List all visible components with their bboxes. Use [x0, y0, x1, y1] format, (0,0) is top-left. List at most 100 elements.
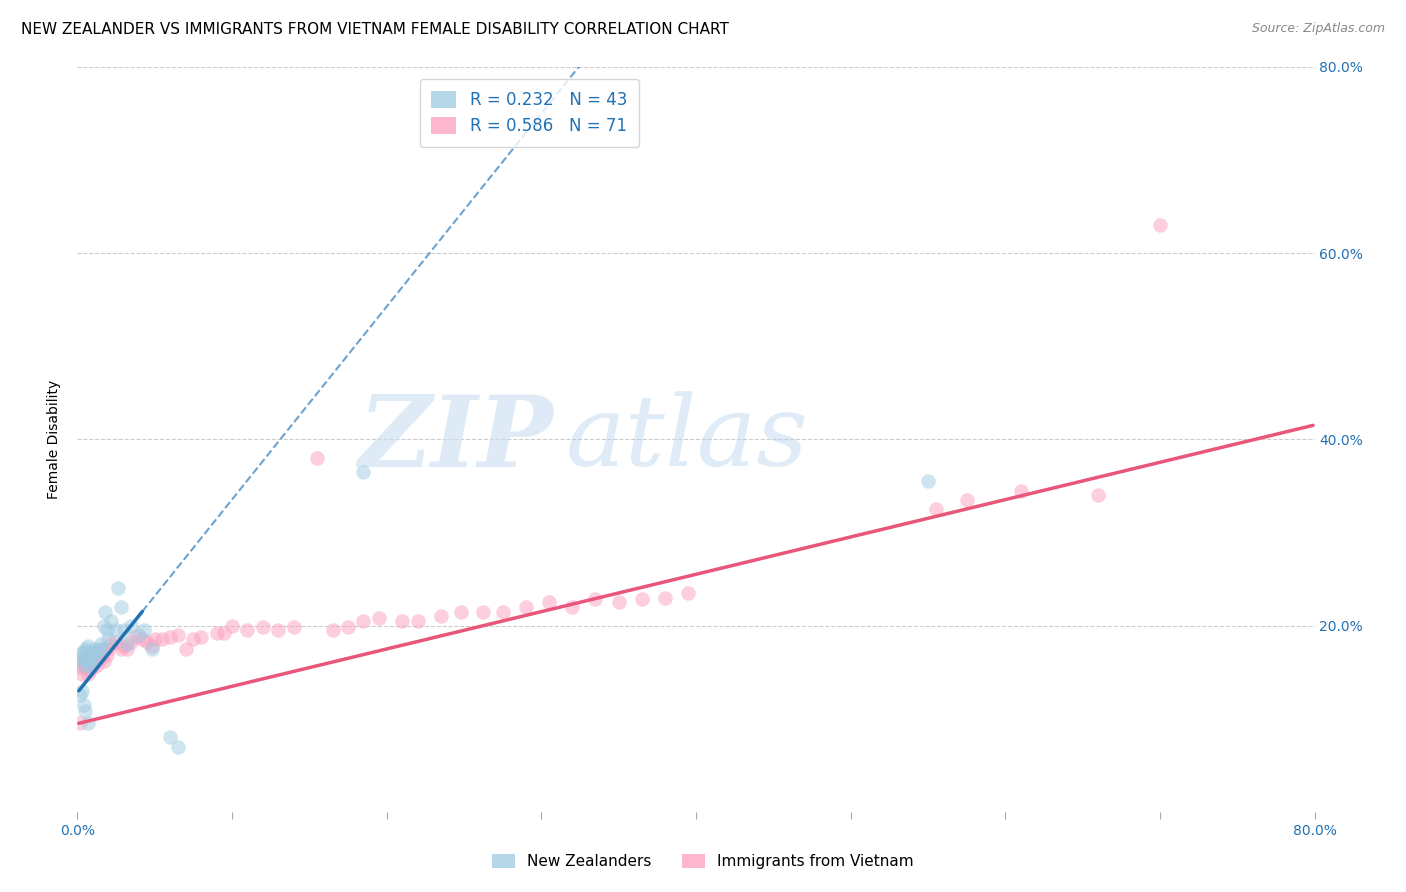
Text: NEW ZEALANDER VS IMMIGRANTS FROM VIETNAM FEMALE DISABILITY CORRELATION CHART: NEW ZEALANDER VS IMMIGRANTS FROM VIETNAM…	[21, 22, 728, 37]
Point	[368, 611, 391, 625]
Point	[236, 623, 259, 637]
Point	[72, 644, 94, 658]
Point	[1149, 218, 1171, 232]
Point	[561, 599, 583, 614]
Text: ZIP: ZIP	[359, 391, 554, 488]
Point	[205, 626, 228, 640]
Point	[214, 626, 236, 640]
Point	[352, 465, 374, 479]
Point	[917, 474, 939, 488]
Point	[80, 651, 103, 665]
Point	[79, 660, 101, 674]
Point	[538, 595, 561, 609]
Point	[90, 651, 111, 665]
Point	[69, 651, 91, 665]
Point	[86, 651, 108, 665]
Point	[93, 618, 115, 632]
Point	[70, 667, 93, 681]
Point	[72, 654, 94, 668]
Point	[190, 630, 212, 644]
Point	[1010, 483, 1032, 498]
Point	[143, 632, 166, 647]
Point	[167, 628, 190, 642]
Point	[77, 716, 100, 731]
Point	[70, 683, 93, 698]
Point	[84, 647, 107, 661]
Point	[75, 651, 96, 665]
Point	[96, 623, 118, 637]
Point	[75, 653, 96, 667]
Point	[105, 623, 127, 637]
Point	[125, 630, 148, 644]
Point	[87, 641, 110, 656]
Point	[141, 639, 163, 653]
Point	[110, 599, 132, 614]
Point	[75, 660, 96, 674]
Point	[515, 599, 537, 614]
Point	[97, 641, 120, 656]
Point	[492, 605, 515, 619]
Point	[94, 605, 117, 619]
Point	[159, 630, 181, 644]
Point	[430, 609, 453, 624]
Point	[77, 654, 100, 668]
Point	[91, 641, 114, 656]
Point	[79, 644, 101, 658]
Point	[141, 641, 163, 656]
Point	[322, 623, 344, 637]
Point	[631, 592, 654, 607]
Point	[82, 660, 104, 674]
Point	[82, 651, 104, 665]
Text: Source: ZipAtlas.com: Source: ZipAtlas.com	[1251, 22, 1385, 36]
Point	[112, 623, 135, 637]
Point	[252, 620, 274, 634]
Point	[91, 647, 114, 661]
Point	[77, 667, 100, 681]
Point	[87, 648, 110, 663]
Point	[96, 648, 118, 663]
Point	[112, 639, 135, 653]
Point	[94, 641, 117, 656]
Text: atlas: atlas	[567, 392, 808, 487]
Point	[76, 644, 98, 658]
Point	[82, 656, 104, 670]
Point	[76, 648, 98, 663]
Point	[221, 618, 243, 632]
Legend: New Zealanders, Immigrants from Vietnam: New Zealanders, Immigrants from Vietnam	[486, 848, 920, 875]
Point	[83, 641, 105, 656]
Point	[70, 647, 93, 661]
Point	[136, 635, 159, 649]
Point	[131, 632, 153, 647]
Point	[86, 657, 108, 672]
Point	[83, 654, 105, 668]
Point	[471, 605, 494, 619]
Point	[391, 614, 413, 628]
Point	[72, 698, 94, 712]
Point	[406, 614, 429, 628]
Point	[654, 591, 676, 605]
Point	[128, 628, 150, 642]
Point	[678, 586, 700, 600]
Point	[607, 595, 630, 609]
Point	[69, 716, 91, 731]
Point	[121, 618, 143, 632]
Point	[159, 730, 181, 744]
Point	[75, 704, 96, 718]
Point	[80, 657, 103, 672]
Point	[956, 492, 979, 507]
Point	[121, 635, 143, 649]
Point	[132, 623, 155, 637]
Point	[100, 614, 122, 628]
Point	[152, 632, 174, 647]
Point	[107, 582, 129, 596]
Point	[72, 657, 94, 672]
Point	[84, 644, 107, 658]
Point	[267, 623, 290, 637]
Point	[82, 647, 104, 661]
Point	[115, 641, 138, 656]
Point	[585, 592, 607, 607]
Point	[90, 637, 111, 651]
Point	[337, 620, 360, 634]
Point	[69, 689, 91, 703]
Point	[77, 639, 100, 653]
